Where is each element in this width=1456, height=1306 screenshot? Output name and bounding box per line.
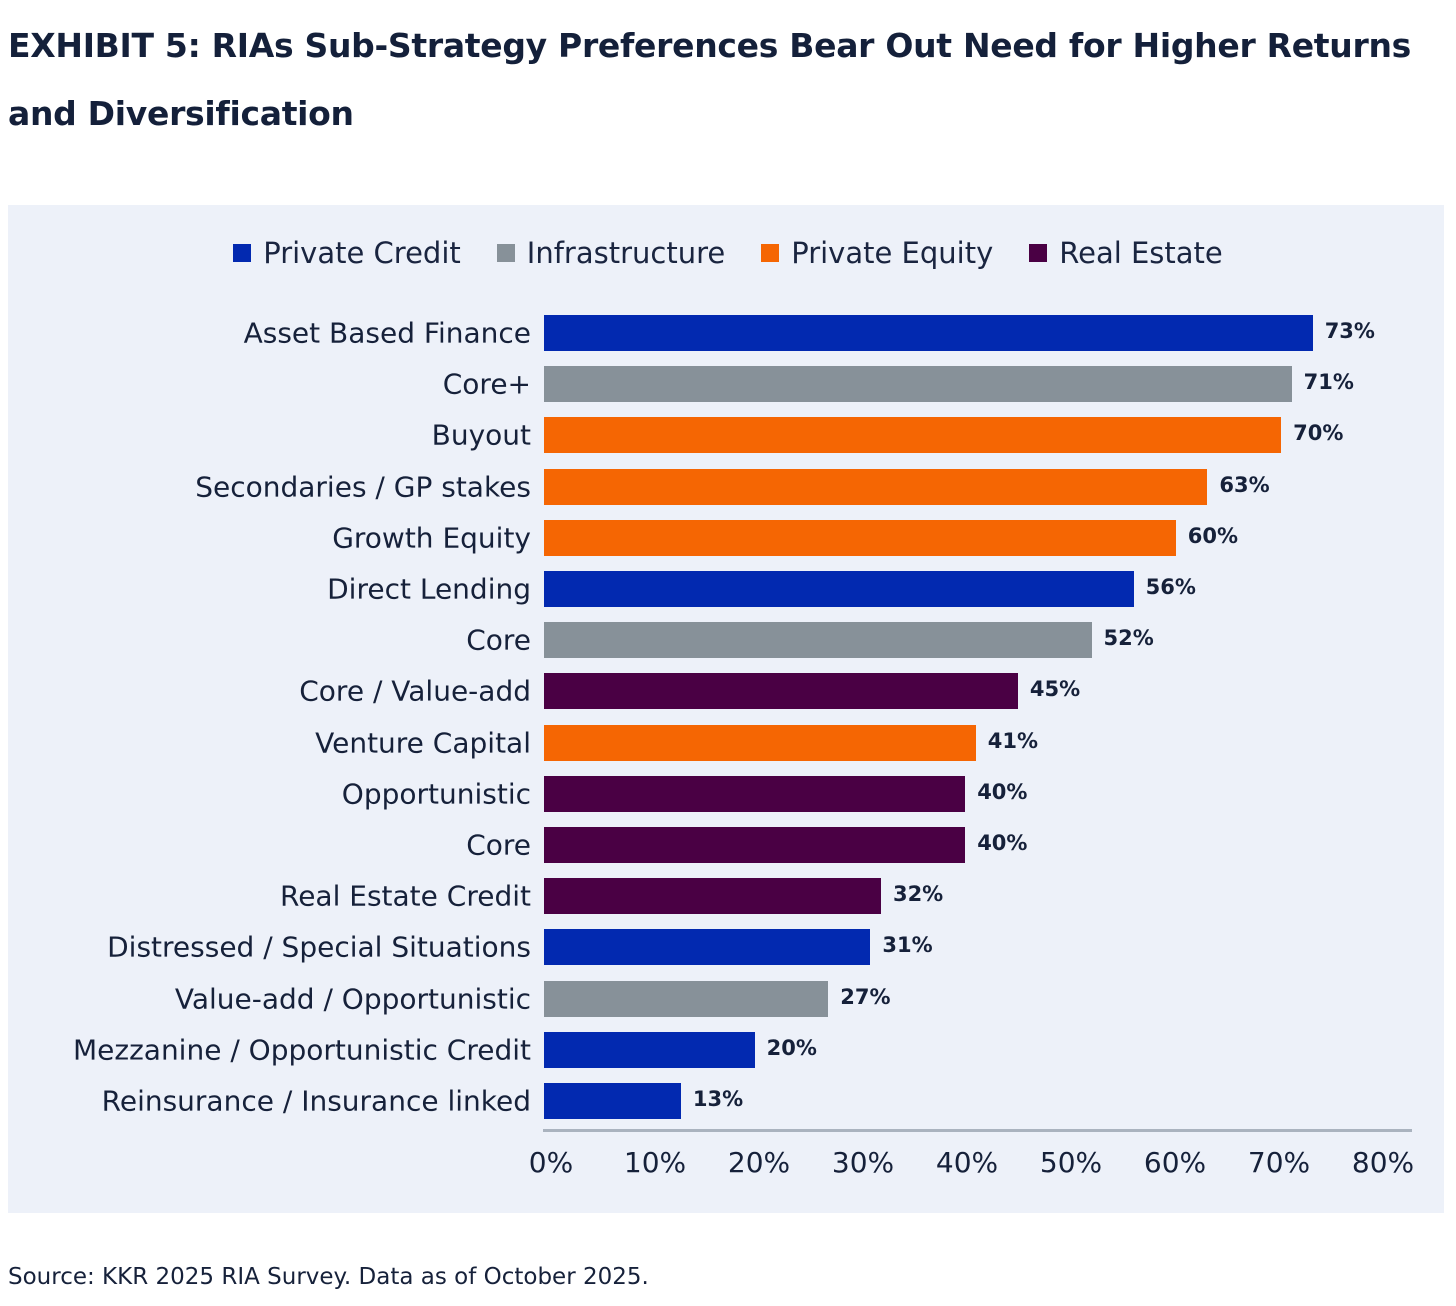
bar	[544, 775, 966, 812]
legend-item: Private Credit	[233, 236, 461, 270]
legend-label: Real Estate	[1059, 236, 1223, 270]
bar	[544, 571, 1134, 607]
data-label: 70%	[1293, 421, 1344, 446]
data-label: 45%	[1029, 677, 1081, 702]
data-label: 60%	[1187, 523, 1239, 548]
x-axis-line	[543, 1129, 1412, 1132]
x-tick-label: 10%	[623, 1146, 687, 1179]
category-label: Distressed / Special Situations	[107, 930, 531, 964]
bar	[544, 468, 1208, 505]
data-label: 73%	[1324, 319, 1375, 343]
bar	[544, 315, 1313, 351]
category-label: Secondaries / GP stakes	[195, 470, 531, 504]
category-label: Core	[466, 623, 531, 657]
x-tick-label: 20%	[727, 1146, 791, 1179]
category-label: Real Estate Credit	[280, 879, 531, 913]
category-label: Reinsurance / Insurance linked	[101, 1084, 531, 1118]
x-tick-label: 0%	[528, 1146, 574, 1179]
category-label: Value-add / Opportunistic	[174, 982, 531, 1016]
data-label: 71%	[1303, 370, 1354, 395]
bar	[544, 980, 829, 1017]
data-label: 20%	[766, 1035, 817, 1060]
data-label: 31%	[882, 933, 933, 958]
bar	[544, 827, 966, 863]
data-label: 32%	[892, 882, 944, 907]
category-label: Direct Lending	[327, 572, 531, 606]
legend-item: Infrastructure	[496, 236, 726, 270]
legend-swatch	[233, 244, 252, 262]
legend-swatch	[761, 244, 780, 262]
x-tick-label: 70%	[1247, 1146, 1311, 1179]
source-note: Source: KKR 2025 RIA Survey. Data as of …	[8, 1264, 649, 1290]
legend-label: Private Credit	[263, 236, 461, 270]
bar	[544, 417, 1282, 454]
legend-swatch	[496, 244, 515, 262]
category-label: Opportunistic	[341, 777, 531, 811]
x-tick-label: 50%	[1039, 1146, 1103, 1179]
x-tick-label: 30%	[831, 1146, 895, 1179]
data-label: 40%	[977, 779, 1028, 804]
data-label: 56%	[1145, 575, 1196, 599]
bar	[544, 519, 1176, 556]
data-label: 27%	[840, 984, 891, 1009]
legend-item: Real Estate	[1029, 236, 1223, 270]
legend-label: Infrastructure	[526, 236, 726, 270]
category-label: Core+	[442, 367, 531, 401]
category-label: Growth Equity	[332, 521, 531, 555]
legend: Private Credit Infrastructure Private Equi…	[0, 236, 1456, 270]
bar	[544, 878, 881, 915]
data-label: 52%	[1103, 626, 1154, 651]
category-label: Core / Value-add	[299, 674, 531, 708]
category-label: Buyout	[431, 418, 531, 452]
x-tick-label: 80%	[1351, 1146, 1415, 1179]
data-label: 63%	[1219, 472, 1270, 497]
legend-label: Private Equity	[791, 236, 994, 270]
category-label: Mezzanine / Opportunistic Credit	[73, 1033, 531, 1067]
bar	[544, 1031, 755, 1068]
x-tick-label: 40%	[935, 1146, 999, 1179]
bar	[544, 622, 1092, 659]
data-label: 13%	[692, 1087, 744, 1111]
bar	[544, 929, 871, 966]
category-label: Asset Based Finance	[243, 316, 531, 350]
bar	[544, 724, 976, 761]
data-label: 40%	[977, 831, 1028, 855]
data-label: 41%	[987, 728, 1038, 753]
bar	[544, 1083, 681, 1119]
bar	[544, 673, 1018, 710]
legend-item: Private Equity	[761, 236, 993, 270]
legend-swatch	[1029, 244, 1048, 262]
bar	[544, 366, 1292, 403]
chart-title: EXHIBIT 5: RIAs Sub-Strategy Preferences…	[8, 26, 1411, 133]
category-label: Core	[466, 828, 531, 862]
category-label: Venture Capital	[315, 726, 531, 760]
x-tick-label: 60%	[1143, 1146, 1207, 1179]
